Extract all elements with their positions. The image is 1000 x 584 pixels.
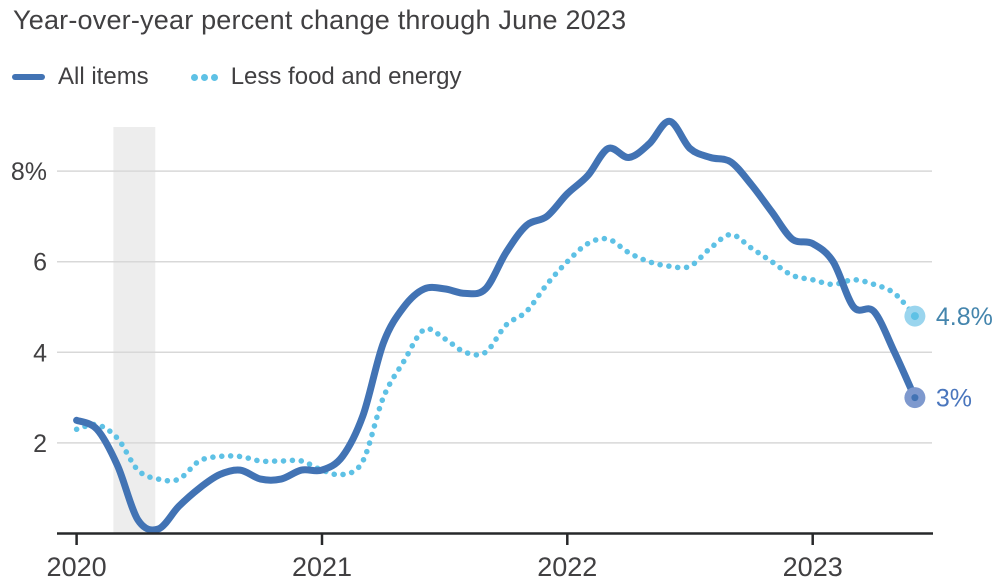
y-tick-label-2: 2 xyxy=(33,430,47,458)
legend-label-all-items: All items xyxy=(58,63,149,90)
chart-title: Year-over-year percent change through Ju… xyxy=(13,5,627,35)
legend: All items Less food and energy xyxy=(12,63,462,91)
legend-label-core: Less food and energy xyxy=(230,63,462,90)
core-dotted-line-swatch-icon xyxy=(190,73,218,81)
x-tick-label-2020: 2020 xyxy=(47,552,107,582)
x-tick-label-2023: 2023 xyxy=(783,552,843,582)
all-items-end-value-label: 3% xyxy=(936,385,972,413)
x-tick-label-2021: 2021 xyxy=(292,552,352,582)
core-end-dot-center xyxy=(910,312,919,321)
legend-item-core: Less food and energy xyxy=(190,63,462,91)
y-tick-label-6: 6 xyxy=(33,249,47,277)
legend-item-all-items: All items xyxy=(12,63,149,91)
y-tick-label-4: 4 xyxy=(33,339,47,367)
all-items-end-dot-center xyxy=(911,394,919,402)
chart-line-less-food-and-energy xyxy=(73,231,918,484)
x-tick-label-2022: 2022 xyxy=(537,552,597,582)
y-tick-label-8: 8% xyxy=(11,158,47,186)
all-items-line-swatch-icon xyxy=(12,74,45,80)
core-end-value-label: 4.8% xyxy=(936,303,993,331)
chart-line-all-items xyxy=(73,117,919,534)
